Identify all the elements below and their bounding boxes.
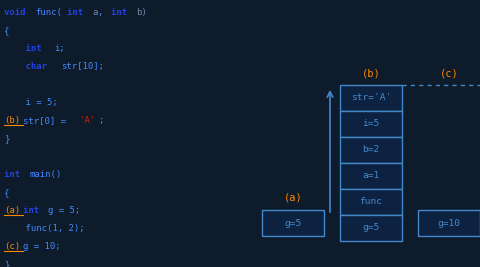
Text: {: { [4, 26, 10, 35]
Text: ;: ; [98, 116, 104, 125]
Text: int: int [23, 206, 44, 215]
Bar [262, 210, 324, 236]
Text: int: int [4, 170, 25, 179]
Text: g=10: g=10 [437, 218, 460, 227]
Text: str='A': str='A' [351, 93, 391, 103]
Text: main(): main() [29, 170, 61, 179]
Text: str[10];: str[10]; [60, 62, 104, 71]
Text: i;: i; [54, 44, 65, 53]
Text: ,: , [98, 8, 109, 17]
Bar [418, 210, 480, 236]
Text: g = 10;: g = 10; [23, 242, 60, 251]
Text: a: a [92, 8, 97, 17]
Bar [340, 111, 402, 137]
Text: (a): (a) [4, 206, 20, 215]
Bar [340, 163, 402, 189]
Bar [340, 137, 402, 163]
Text: b): b) [136, 8, 147, 17]
Text: (c): (c) [440, 68, 458, 78]
Bar [340, 85, 402, 111]
Text: int: int [67, 8, 88, 17]
Text: }: } [4, 134, 10, 143]
Text: (a): (a) [284, 193, 302, 203]
Text: }: } [4, 260, 10, 267]
Text: a=1: a=1 [362, 171, 380, 180]
Text: char: char [4, 62, 52, 71]
Text: int: int [111, 8, 132, 17]
Text: g=5: g=5 [284, 218, 301, 227]
Text: (b): (b) [4, 116, 20, 125]
Text: b=2: b=2 [362, 146, 380, 155]
Text: {: { [4, 188, 10, 197]
Text: g = 5;: g = 5; [48, 206, 80, 215]
Text: func: func [360, 198, 383, 206]
Text: func(1, 2);: func(1, 2); [4, 224, 84, 233]
Bar [340, 215, 402, 241]
Text: i=5: i=5 [362, 120, 380, 128]
Text: int: int [4, 44, 47, 53]
Text: func(: func( [36, 8, 62, 17]
Text: 'A': 'A' [80, 116, 96, 125]
Text: (b): (b) [361, 68, 380, 78]
Text: (c): (c) [4, 242, 20, 251]
Text: g=5: g=5 [362, 223, 380, 233]
Text: str[0] =: str[0] = [23, 116, 71, 125]
Bar [340, 189, 402, 215]
Text: void: void [4, 8, 31, 17]
Text: i = 5;: i = 5; [4, 98, 58, 107]
